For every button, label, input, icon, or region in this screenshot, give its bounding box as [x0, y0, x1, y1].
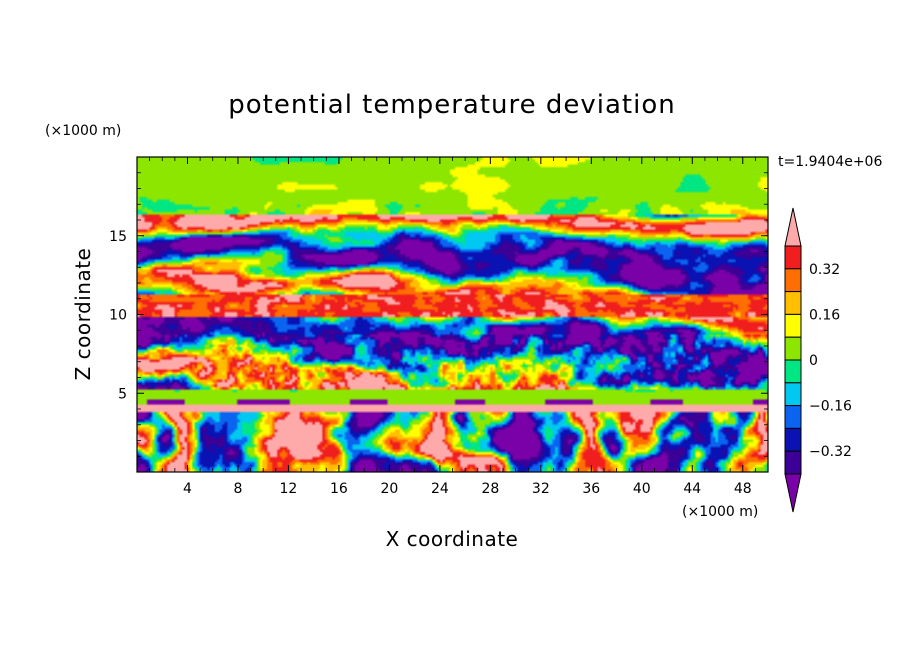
colorbar-label: −0.16	[809, 399, 852, 415]
x-tick-label: 16	[330, 481, 348, 497]
x-tick-label: 12	[280, 481, 298, 497]
x-axis-label: X coordinate	[386, 527, 519, 551]
x-unit-label: (×1000 m)	[682, 504, 758, 520]
colorbar-swatch	[784, 268, 802, 293]
contour-field-image	[137, 157, 768, 472]
y-axis-label: Z coordinate	[71, 248, 95, 381]
x-tick-label: 4	[183, 481, 192, 497]
colorbar-extend-top	[784, 207, 802, 247]
x-tick-label: 24	[431, 481, 449, 497]
colorbar-swatch	[784, 405, 802, 429]
contour-field	[137, 157, 768, 472]
colorbar-swatch	[784, 450, 802, 475]
colorbar-label: 0.32	[809, 262, 840, 278]
y-tick-label: 15	[109, 229, 127, 245]
colorbar-swatch	[784, 427, 802, 452]
colorbar-swatch	[784, 245, 802, 270]
x-tick-label: 20	[380, 481, 398, 497]
y-tick-label: 10	[109, 308, 127, 324]
colorbar-label: 0.16	[809, 307, 840, 323]
colorbar-extend-bottom	[784, 473, 802, 513]
colorbar-swatch	[784, 336, 802, 361]
y-axis-ticks: 5 10 15	[109, 172, 768, 457]
colorbar-label: 0	[809, 353, 818, 369]
x-tick-label: 40	[633, 481, 651, 497]
x-tick-label: 8	[233, 481, 242, 497]
y-unit-label: (×1000 m)	[45, 123, 121, 139]
colorbar-swatch	[784, 291, 802, 315]
colorbar: 0.32 0.16 0 −0.16 −0.32	[784, 207, 852, 513]
x-tick-label: 48	[734, 481, 752, 497]
chart-title: potential temperature deviation	[228, 90, 675, 120]
colorbar-swatch	[784, 359, 802, 384]
x-tick-label: 32	[532, 481, 550, 497]
colorbar-swatch	[784, 382, 802, 407]
x-tick-label: 44	[683, 481, 701, 497]
x-tick-label: 28	[481, 481, 499, 497]
colorbar-label: −0.32	[809, 444, 852, 460]
colorbar-swatch	[784, 313, 802, 338]
x-axis-ticks: 4 8 12 16 20 24 28 32 36 40 44 48	[149, 157, 756, 497]
time-label: t=1.9404e+06	[778, 154, 882, 170]
y-tick-label: 5	[118, 386, 127, 402]
x-tick-label: 36	[582, 481, 600, 497]
